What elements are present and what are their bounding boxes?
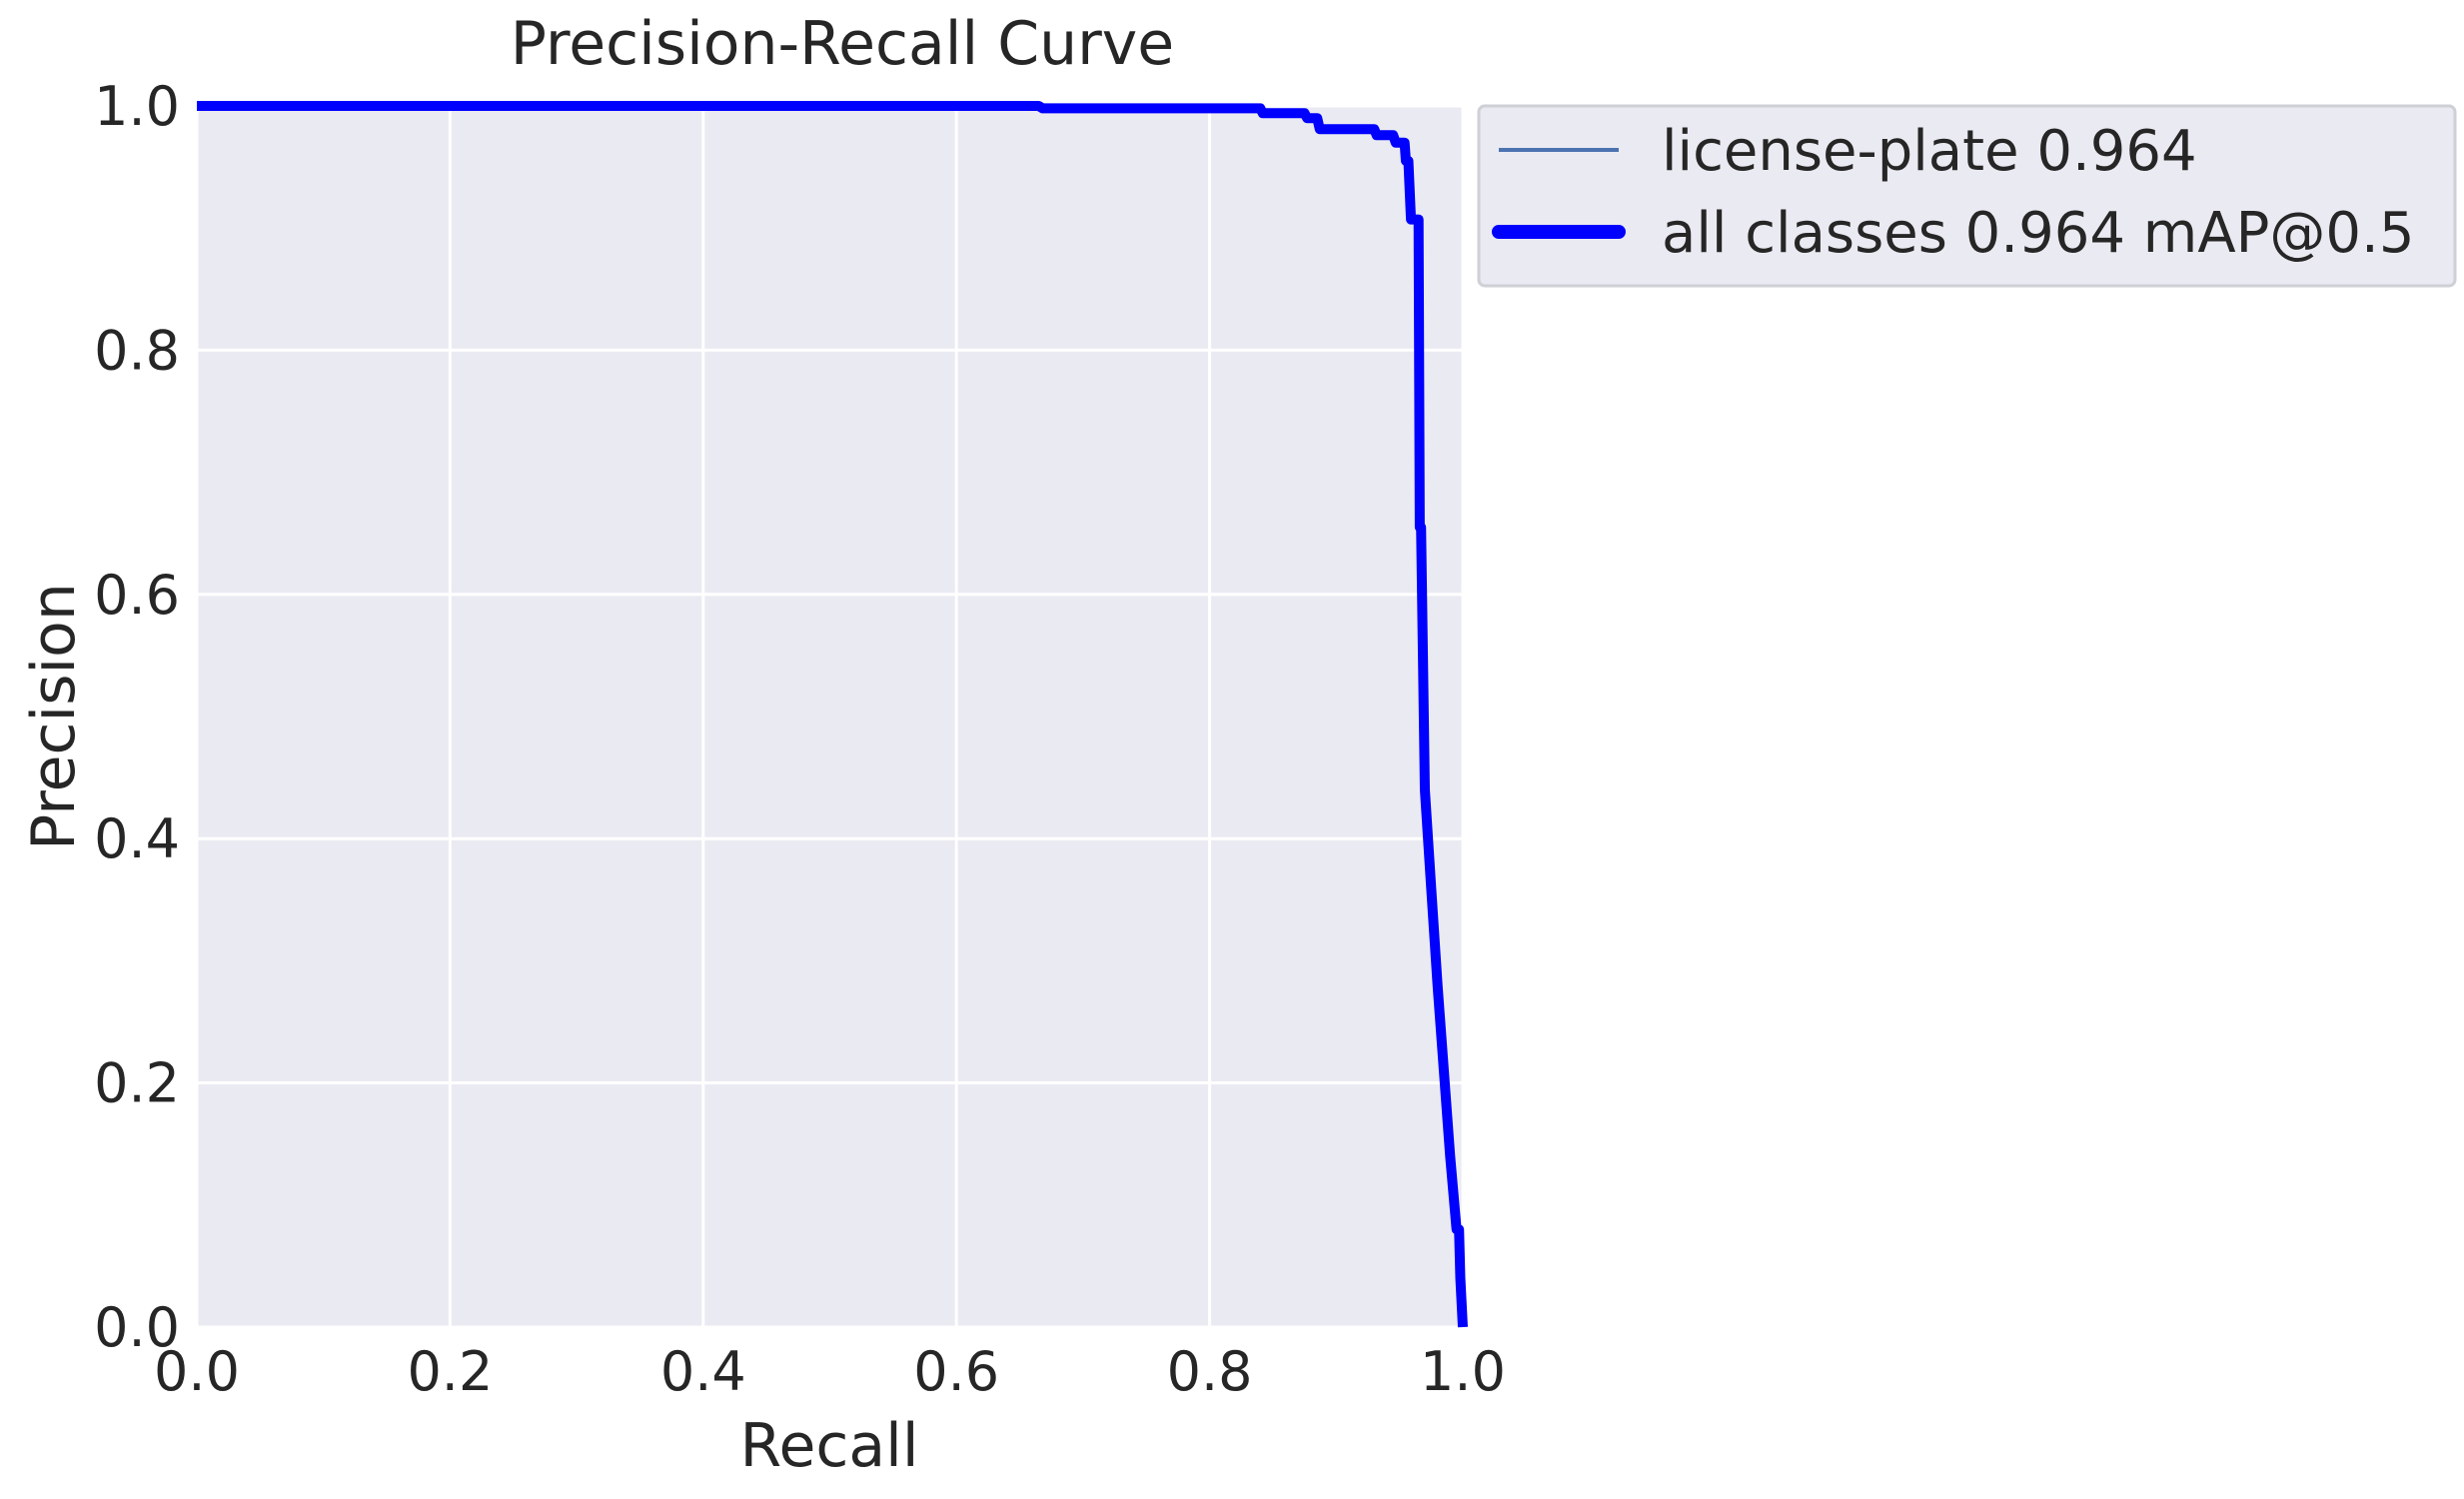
x-tick-labels: 0.0 0.2 0.4 0.6 0.8 1.0 — [154, 1340, 1506, 1403]
legend-label-all-classes: all classes 0.964 mAP@0.5 — [1662, 201, 2414, 266]
x-tick-label: 0.6 — [913, 1340, 999, 1403]
legend: license-plate 0.964 all classes 0.964 mA… — [1477, 104, 2457, 288]
y-tick-label: 1.0 — [94, 75, 180, 138]
y-tick-label: 0.0 — [94, 1296, 180, 1359]
plot-area — [197, 106, 1463, 1327]
y-tick-label: 0.8 — [94, 319, 180, 382]
x-tick-label: 0.0 — [154, 1340, 240, 1403]
series-line-all-classes — [197, 101, 1468, 1328]
legend-label-license-plate: license-plate 0.964 — [1662, 119, 2197, 184]
y-tick-label: 0.6 — [94, 564, 180, 627]
y-tick-labels: 0.0 0.2 0.4 0.6 0.8 1.0 — [94, 75, 180, 1359]
x-tick-label: 1.0 — [1420, 1340, 1506, 1403]
grid-lines — [195, 104, 1465, 1329]
y-axis-label: Precision — [19, 583, 89, 850]
x-tick-label: 0.2 — [407, 1340, 493, 1403]
series-lines — [197, 101, 1468, 1328]
y-tick-label: 0.2 — [94, 1052, 180, 1115]
x-tick-label: 0.8 — [1167, 1340, 1253, 1403]
legend-box — [1477, 104, 2457, 288]
x-axis-label: Recall — [739, 1411, 918, 1481]
y-tick-label: 0.4 — [94, 807, 180, 870]
x-tick-label: 0.4 — [660, 1340, 746, 1403]
chart-title: Precision-Recall Curve — [511, 9, 1174, 79]
